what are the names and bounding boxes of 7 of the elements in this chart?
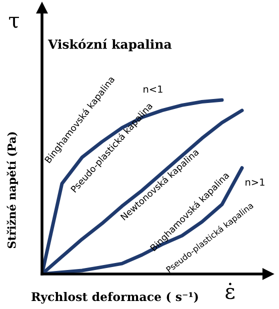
text: τ: [9, 16, 19, 28]
x-axis-title: Rychlost deformace ( s⁻¹): [32, 292, 198, 304]
chart-title: Viskózní kapalina: [48, 38, 172, 52]
text: ε̇: [226, 282, 234, 300]
text: n<1: [144, 86, 162, 93]
y-axis-title: Střižné napětí (Pa): [6, 132, 18, 248]
annotation: n>1: [246, 178, 264, 186]
